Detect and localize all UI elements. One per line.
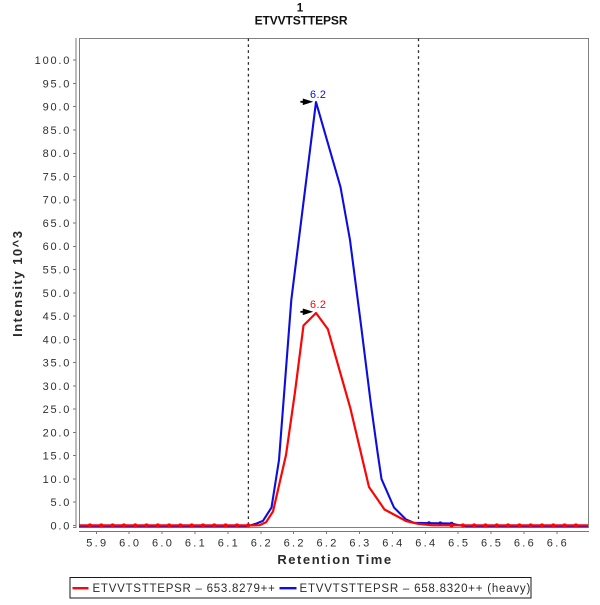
svg-text:55.0: 55.0 (43, 265, 72, 277)
svg-text:0.0: 0.0 (50, 520, 71, 532)
svg-text:6.4: 6.4 (415, 537, 437, 549)
svg-text:15.0: 15.0 (43, 451, 72, 463)
svg-text:Intensity 10^3: Intensity 10^3 (10, 230, 25, 337)
svg-text:80.0: 80.0 (43, 148, 72, 160)
svg-text:5.9: 5.9 (86, 537, 108, 549)
svg-text:6.2: 6.2 (310, 89, 326, 101)
svg-text:6.5: 6.5 (448, 537, 470, 549)
svg-text:6.2: 6.2 (284, 537, 306, 549)
svg-text:6.1: 6.1 (218, 537, 240, 549)
svg-text:6.4: 6.4 (382, 537, 404, 549)
svg-text:5.0: 5.0 (50, 497, 71, 509)
svg-text:ETVVTSTTEPSR – 653.8279++: ETVVTSTTEPSR – 653.8279++ (93, 583, 276, 595)
svg-text:6.2: 6.2 (316, 537, 338, 549)
svg-text:Retention Time: Retention Time (277, 552, 392, 567)
svg-text:70.0: 70.0 (43, 195, 72, 207)
svg-text:6.6: 6.6 (514, 537, 536, 549)
svg-text:95.0: 95.0 (43, 78, 72, 90)
svg-text:65.0: 65.0 (43, 218, 72, 230)
svg-text:6.1: 6.1 (185, 537, 207, 549)
svg-text:40.0: 40.0 (43, 334, 72, 346)
svg-text:6.2: 6.2 (251, 537, 273, 549)
svg-text:60.0: 60.0 (43, 241, 72, 253)
svg-text:45.0: 45.0 (43, 311, 72, 323)
svg-text:ETVVTSTTEPSR – 658.8320++ (hea: ETVVTSTTEPSR – 658.8320++ (heavy) (300, 583, 532, 595)
svg-text:10.0: 10.0 (43, 474, 72, 486)
svg-text:30.0: 30.0 (43, 381, 72, 393)
svg-text:ETVVTSTTEPSR: ETVVTSTTEPSR (255, 14, 348, 28)
svg-text:75.0: 75.0 (43, 171, 72, 183)
svg-text:20.0: 20.0 (43, 427, 72, 439)
svg-text:6.5: 6.5 (481, 537, 503, 549)
svg-text:6.0: 6.0 (152, 537, 174, 549)
svg-text:85.0: 85.0 (43, 125, 72, 137)
svg-text:6.0: 6.0 (119, 537, 141, 549)
svg-text:100.0: 100.0 (35, 55, 72, 67)
svg-text:90.0: 90.0 (43, 102, 72, 114)
svg-text:6.6: 6.6 (547, 537, 569, 549)
svg-text:25.0: 25.0 (43, 404, 72, 416)
svg-text:35.0: 35.0 (43, 358, 72, 370)
svg-text:6.2: 6.2 (310, 299, 326, 311)
svg-text:6.3: 6.3 (349, 537, 371, 549)
svg-text:1: 1 (297, 3, 304, 15)
svg-text:50.0: 50.0 (43, 288, 72, 300)
